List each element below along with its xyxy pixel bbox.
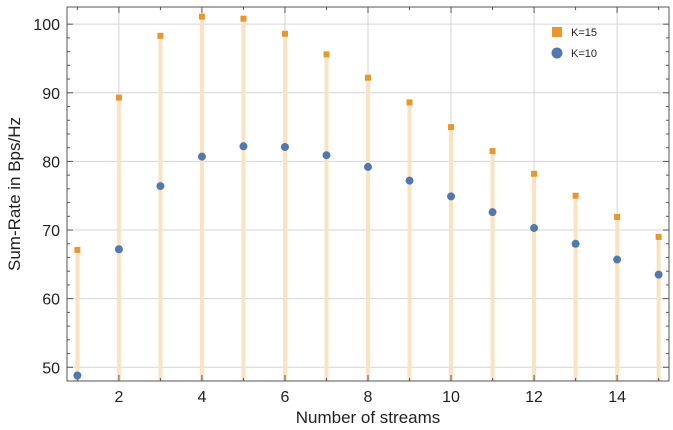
square-point [365,74,371,81]
circle-point [322,151,331,160]
square-point [281,30,288,37]
x-tick-label: 2 [114,389,123,406]
circle-point [405,176,414,185]
circle-point [364,162,372,171]
y-tick-label: 100 [33,17,60,34]
y-tick-label: 50 [42,360,60,377]
square-point [614,213,621,220]
square-point [74,246,81,253]
x-axis-title: Number of streams [296,408,441,427]
square-point [240,15,247,22]
data-points [73,13,663,380]
square-point [157,32,164,39]
x-tick-label: 12 [525,389,543,406]
circle-point [488,208,497,217]
square-point [531,170,538,177]
square-point [198,13,205,20]
y-axis-title: Sum-Rate in Bps/Hz [5,117,24,271]
circle-point [447,192,456,201]
circle-point [239,142,248,151]
legend-label: K=15 [571,27,597,39]
legend-circle-icon [551,47,563,59]
circle-point [613,255,622,264]
y-tick-label: 60 [42,292,60,309]
drop-lines [75,16,661,381]
legend: K=15 K=10 [551,27,597,60]
x-tick-label: 4 [197,389,206,406]
square-point [406,99,413,106]
x-tick-label: 6 [281,389,290,406]
y-tick-label: 80 [42,154,60,171]
circle-point [156,182,165,191]
axis-ticks: 2 4 6 8 10 12 14 50 60 70 80 90 100 [33,7,669,406]
y-tick-label: 70 [42,223,60,240]
circle-point [530,223,539,232]
square-point [572,192,579,199]
square-point [448,124,455,131]
legend-square-icon [552,27,562,37]
x-tick-label: 8 [364,389,373,406]
circle-point [280,142,289,151]
circle-point [197,152,206,161]
x-tick-label: 14 [608,389,626,406]
square-point [323,51,330,58]
legend-label: K=10 [571,48,597,60]
square-point [489,148,496,155]
x-tick-label: 10 [442,389,460,406]
y-tick-label: 90 [42,86,60,103]
circle-point [571,239,580,248]
circle-point [73,371,82,380]
circle-point [114,245,123,254]
square-point [115,94,122,101]
circle-point [654,270,663,279]
square-point [655,233,662,240]
